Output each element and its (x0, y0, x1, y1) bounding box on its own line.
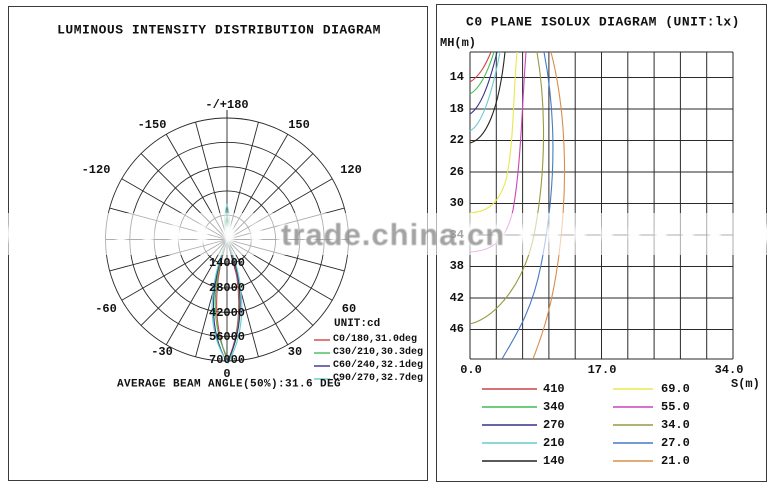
polar-angle-label-neg60: -60 (95, 302, 117, 316)
x-tick-34: 34.0 (714, 363, 744, 377)
polar-radial-label-42000: 42000 (208, 306, 246, 320)
y-tick-46: 46 (449, 322, 464, 336)
watermark-text: trade.china.cn (281, 217, 506, 252)
polar-spoke (226, 239, 289, 345)
average-beam-angle-label: AVERAGE BEAM ANGLE(50%):31.6 DEG (116, 378, 342, 391)
y-axis-label: MH(m) (440, 36, 477, 50)
polar-spoke (165, 239, 228, 345)
polar-radial-label-14000: 14000 (208, 256, 246, 270)
right-legend-value-21: 21.0 (661, 454, 690, 468)
left-legend-entry-c60: C60/240,32.1deg (333, 360, 424, 371)
y-tick-14: 14 (449, 70, 464, 84)
left-legend-entry-c0: C0/180,31.0deg (333, 334, 418, 345)
left-legend-unit-label: UNIT:cd (334, 318, 381, 330)
isolux-curves (469, 51, 566, 360)
left-legend-entry-c90: C90/270,32.7deg (333, 373, 424, 384)
y-tick-18: 18 (449, 102, 464, 116)
isolux-curve-69 (469, 51, 518, 214)
polar-angle-label-30: 30 (287, 345, 303, 359)
isolux-curve-410 (469, 51, 492, 83)
polar-spoke (226, 239, 259, 357)
isolux-curve-27 (501, 51, 554, 360)
isolux-curve-210 (469, 51, 501, 132)
polar-angle-label-120: 120 (340, 163, 362, 177)
x-tick-0: 0.0 (460, 363, 482, 377)
polar-angle-label-180: -/+180 (205, 98, 249, 112)
x-tick-17: 17.0 (587, 363, 617, 377)
left-legend-entry-c30: C30/210,30.3deg (333, 347, 424, 358)
polar-angle-label-neg120: -120 (81, 163, 111, 177)
polar-angle-label-60: 60 (341, 302, 357, 316)
watermark-smudge-band (0, 213, 773, 255)
right-legend-value-69: 69.0 (661, 382, 690, 396)
isolux-curve-340 (469, 51, 495, 95)
left-panel-title: LUMINOUS INTENSITY DISTRIBUTION DIAGRAM (57, 22, 381, 38)
right-legend-swatches (482, 388, 653, 462)
polar-radial-label-28000: 28000 (208, 281, 246, 295)
isolux-curve-140 (469, 51, 506, 144)
polar-angle-label-neg150: -150 (137, 118, 167, 132)
right-panel-title: C0 PLANE ISOLUX DIAGRAM (UNIT:lx) (466, 14, 740, 30)
left-legend-swatches (314, 339, 330, 380)
polar-radial-label-70000: 70000 (208, 353, 246, 367)
polar-angle-label-150: 150 (288, 118, 310, 132)
y-tick-38: 38 (449, 259, 464, 273)
y-tick-42: 42 (449, 291, 464, 305)
right-legend-value-210: 210 (543, 436, 565, 450)
right-legend-value-55: 55.0 (661, 400, 690, 414)
isolux-curve-270 (469, 51, 498, 115)
y-tick-22: 22 (449, 133, 464, 147)
right-legend-value-34: 34.0 (661, 418, 690, 432)
right-legend-value-340: 340 (543, 400, 565, 414)
right-legend-value-270: 270 (543, 418, 565, 432)
x-axis-label: S(m) (731, 377, 760, 391)
isolux-grid (469, 51, 734, 360)
polar-radial-label-56000: 56000 (208, 330, 246, 344)
right-legend-value-410: 410 (543, 382, 565, 396)
polar-angle-label-0: 0 (223, 367, 231, 381)
isolux-curve-34 (469, 51, 545, 325)
beam-curve-c90-270 (211, 239, 243, 365)
y-tick-30: 30 (449, 196, 464, 210)
y-tick-26: 26 (449, 165, 464, 179)
polar-angle-label-neg30: -30 (151, 345, 173, 359)
right-legend-value-140: 140 (543, 454, 565, 468)
right-legend-value-27: 27.0 (661, 436, 690, 450)
